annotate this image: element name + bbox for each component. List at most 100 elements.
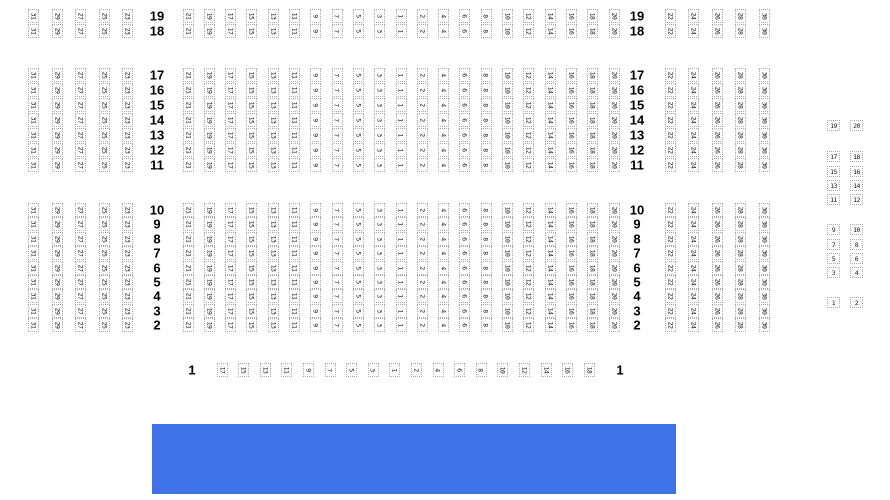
seat[interactable]: 11 xyxy=(289,83,300,97)
seat[interactable]: 21 xyxy=(182,246,194,260)
seat[interactable]: 11 xyxy=(281,363,293,377)
seat[interactable]: 17 xyxy=(827,151,840,162)
seat[interactable]: 24 xyxy=(688,128,699,142)
seat[interactable]: 27 xyxy=(75,24,86,38)
seat[interactable]: 11 xyxy=(289,203,300,217)
seat[interactable]: 8 xyxy=(480,318,492,332)
seat[interactable]: 12 xyxy=(523,318,535,332)
seat[interactable]: 2 xyxy=(416,289,428,303)
seat[interactable]: 22 xyxy=(664,318,676,332)
seat[interactable]: 9 xyxy=(827,224,840,235)
seat[interactable]: 9 xyxy=(310,203,322,217)
seat[interactable]: 20 xyxy=(608,217,620,231)
seat[interactable]: 29 xyxy=(51,304,63,318)
seat[interactable]: 4 xyxy=(438,289,450,303)
seat[interactable]: 9 xyxy=(310,246,322,260)
seat[interactable]: 3 xyxy=(374,275,386,289)
seat[interactable]: 27 xyxy=(75,318,86,332)
seat[interactable]: 21 xyxy=(182,143,194,157)
seat[interactable]: 10 xyxy=(502,98,513,112)
seat[interactable]: 7 xyxy=(331,304,343,318)
seat[interactable]: 8 xyxy=(480,261,492,275)
seat[interactable]: 12 xyxy=(523,158,535,172)
seat[interactable]: 17 xyxy=(225,289,237,303)
seat[interactable]: 21 xyxy=(182,24,194,38)
seat[interactable]: 1 xyxy=(395,232,407,246)
seat[interactable]: 4 xyxy=(438,217,450,231)
seat[interactable]: 18 xyxy=(587,232,599,246)
seat[interactable]: 28 xyxy=(735,232,746,246)
seat[interactable]: 30 xyxy=(758,24,770,38)
seat[interactable]: 16 xyxy=(565,68,577,82)
seat[interactable]: 30 xyxy=(758,246,770,260)
seat[interactable]: 6 xyxy=(459,289,471,303)
seat[interactable]: 4 xyxy=(438,98,450,112)
seat[interactable]: 10 xyxy=(502,158,513,172)
seat[interactable]: 28 xyxy=(735,98,746,112)
seat[interactable]: 7 xyxy=(331,217,343,231)
seat[interactable]: 2 xyxy=(410,363,422,377)
seat[interactable]: 17 xyxy=(225,68,237,82)
seat[interactable]: 20 xyxy=(608,158,620,172)
seat[interactable]: 25 xyxy=(98,304,110,318)
seat[interactable]: 27 xyxy=(75,232,86,246)
seat[interactable]: 21 xyxy=(182,318,194,332)
seat[interactable]: 14 xyxy=(544,113,556,127)
seat[interactable]: 1 xyxy=(395,24,407,38)
seat[interactable]: 16 xyxy=(565,113,577,127)
seat[interactable]: 26 xyxy=(711,113,723,127)
seat[interactable]: 11 xyxy=(289,261,300,275)
seat[interactable]: 26 xyxy=(711,232,723,246)
seat[interactable]: 7 xyxy=(331,275,343,289)
seat[interactable]: 22 xyxy=(664,217,676,231)
seat[interactable]: 27 xyxy=(75,113,86,127)
seat[interactable]: 31 xyxy=(28,98,39,112)
seat[interactable]: 17 xyxy=(225,113,237,127)
seat[interactable]: 19 xyxy=(203,9,215,23)
seat[interactable]: 6 xyxy=(459,128,471,142)
seat[interactable]: 16 xyxy=(565,275,577,289)
seat[interactable]: 1 xyxy=(395,217,407,231)
seat[interactable]: 13 xyxy=(267,83,279,97)
seat[interactable]: 31 xyxy=(28,275,39,289)
seat[interactable]: 17 xyxy=(225,128,237,142)
seat[interactable]: 13 xyxy=(267,261,279,275)
seat[interactable]: 31 xyxy=(28,261,39,275)
seat[interactable]: 27 xyxy=(75,143,86,157)
seat[interactable]: 23 xyxy=(122,68,133,82)
seat[interactable]: 10 xyxy=(502,289,513,303)
seat[interactable]: 12 xyxy=(523,143,535,157)
seat[interactable]: 7 xyxy=(331,128,343,142)
seat[interactable]: 24 xyxy=(688,68,699,82)
seat[interactable]: 4 xyxy=(438,261,450,275)
seat[interactable]: 3 xyxy=(374,113,386,127)
seat[interactable]: 25 xyxy=(98,217,110,231)
seat[interactable]: 17 xyxy=(225,9,237,23)
seat[interactable]: 2 xyxy=(416,128,428,142)
seat[interactable]: 24 xyxy=(688,24,699,38)
seat[interactable]: 26 xyxy=(711,143,723,157)
seat[interactable]: 30 xyxy=(758,318,770,332)
seat[interactable]: 3 xyxy=(374,289,386,303)
seat[interactable]: 24 xyxy=(688,232,699,246)
seat[interactable]: 10 xyxy=(502,318,513,332)
seat[interactable]: 6 xyxy=(459,83,471,97)
seat[interactable]: 15 xyxy=(246,217,258,231)
seat[interactable]: 1 xyxy=(395,158,407,172)
seat[interactable]: 27 xyxy=(75,68,86,82)
seat[interactable]: 11 xyxy=(289,275,300,289)
seat[interactable]: 19 xyxy=(203,246,215,260)
seat[interactable]: 1 xyxy=(395,246,407,260)
seat[interactable]: 9 xyxy=(310,98,322,112)
seat[interactable]: 28 xyxy=(735,68,746,82)
seat[interactable]: 30 xyxy=(758,304,770,318)
seat[interactable]: 15 xyxy=(246,318,258,332)
seat[interactable]: 26 xyxy=(711,289,723,303)
seat[interactable]: 25 xyxy=(98,158,110,172)
seat[interactable]: 15 xyxy=(246,143,258,157)
seat[interactable]: 25 xyxy=(98,203,110,217)
seat[interactable]: 16 xyxy=(565,98,577,112)
seat[interactable]: 30 xyxy=(758,275,770,289)
seat[interactable]: 16 xyxy=(565,304,577,318)
seat[interactable]: 3 xyxy=(374,203,386,217)
